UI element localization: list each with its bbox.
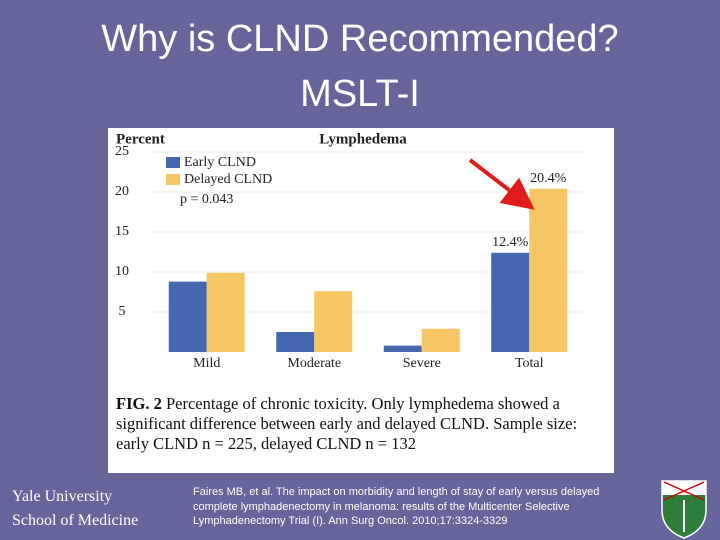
x-tick-label: Moderate — [287, 356, 341, 371]
caption-label: FIG. 2 — [116, 394, 162, 413]
y-tick-label: 25 — [115, 144, 129, 159]
bar — [529, 188, 568, 352]
annotation: p = 0.043 — [180, 192, 233, 207]
bar — [491, 252, 530, 352]
logo — [662, 481, 706, 495]
x-tick-label: Mild — [193, 356, 220, 371]
caption: FIG. 2 Percentage of chronic toxicity. O… — [116, 394, 610, 454]
bar — [314, 291, 353, 352]
logo — [661, 480, 707, 539]
legend-swatch — [166, 174, 180, 185]
legend-label: Early CLND — [184, 155, 256, 170]
y-tick-label: 5 — [119, 304, 126, 319]
x-tick-label: Total — [515, 356, 544, 371]
institution: Yale University — [12, 488, 113, 505]
legend-label: Delayed CLND — [184, 172, 272, 187]
x-tick-label: Severe — [403, 356, 441, 371]
data-label: 12.4% — [492, 235, 529, 250]
caption-text: Percentage of chronic toxicity. Only lym… — [116, 394, 578, 453]
y-tick-label: 20 — [115, 184, 129, 199]
bar — [383, 345, 422, 352]
y-tick-label: 15 — [115, 224, 129, 239]
bar — [276, 332, 315, 352]
bar — [206, 272, 245, 352]
slide-title: MSLT-I — [300, 73, 420, 115]
institution: School of Medicine — [12, 512, 139, 529]
y-axis-label: Percent — [116, 131, 165, 147]
legend-swatch — [166, 157, 180, 168]
data-label: 20.4% — [530, 171, 567, 186]
chart-title: Lymphedema — [319, 131, 407, 147]
bar — [421, 328, 460, 352]
slide-title: Why is CLND Recommended? — [101, 18, 619, 60]
citation: Faires MB, et al. The impact on morbidit… — [193, 486, 600, 527]
bar — [168, 281, 207, 352]
y-tick-label: 10 — [115, 264, 129, 279]
